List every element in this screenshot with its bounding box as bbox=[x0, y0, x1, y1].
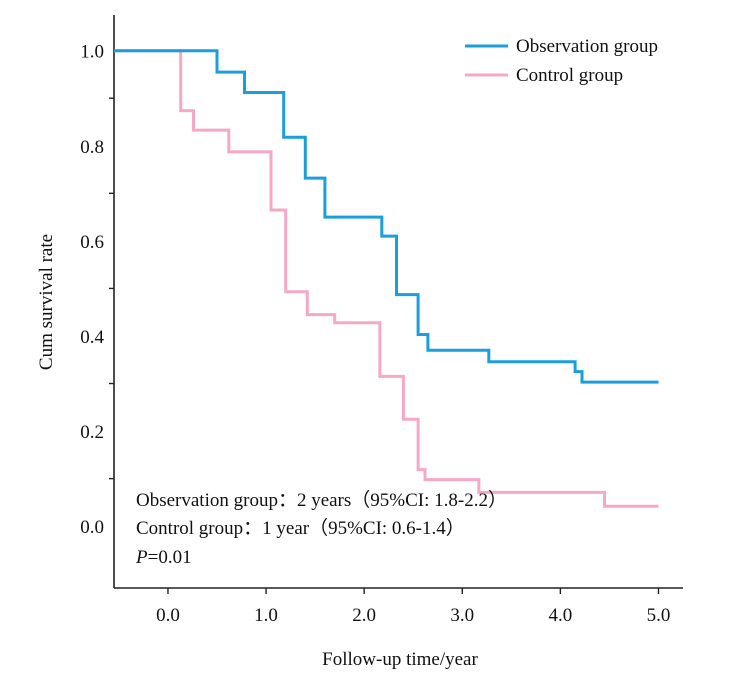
p-value: =0.01 bbox=[148, 547, 192, 568]
legend-label: Observation group bbox=[516, 36, 658, 57]
series-layer bbox=[114, 49, 659, 508]
y-tick-label: 0.0 bbox=[80, 517, 104, 538]
annotation-observation: Observation group：2 years（95%CI: 1.8-2.2… bbox=[136, 489, 507, 511]
p-symbol: P bbox=[135, 547, 148, 568]
legend-label: Control group bbox=[516, 65, 623, 86]
y-tick-label: 0.8 bbox=[80, 137, 104, 158]
x-tick-label: 5.0 bbox=[647, 605, 671, 626]
y-tick-label: 0.2 bbox=[80, 422, 104, 443]
annotation-control: Control group：1 year（95%CI: 0.6-1.4） bbox=[136, 517, 465, 539]
series-line-control bbox=[114, 49, 659, 508]
y-tick-label: 0.6 bbox=[80, 232, 104, 253]
x-tick-label: 1.0 bbox=[254, 605, 278, 626]
x-tick-label: 4.0 bbox=[548, 605, 572, 626]
x-tick-label: 0.0 bbox=[156, 605, 180, 626]
x-tick-label: 3.0 bbox=[450, 605, 474, 626]
x-tick-label: 2.0 bbox=[352, 605, 376, 626]
series-line-observation bbox=[114, 49, 659, 384]
p-value-annotation: P=0.01 bbox=[135, 547, 192, 568]
x-axis-label: Follow-up time/year bbox=[322, 649, 478, 670]
y-axis-label: Cum survival rate bbox=[36, 234, 57, 370]
axes: 0.0 1.0 2.0 3.0 4.0 5.0 1.0 0.8 0.6 0.4 0.2 0.0 bbox=[80, 15, 683, 626]
y-tick-label: 0.4 bbox=[80, 327, 104, 348]
y-tick-label: 1.0 bbox=[80, 42, 104, 63]
legend: Observation group Control group bbox=[465, 36, 658, 86]
